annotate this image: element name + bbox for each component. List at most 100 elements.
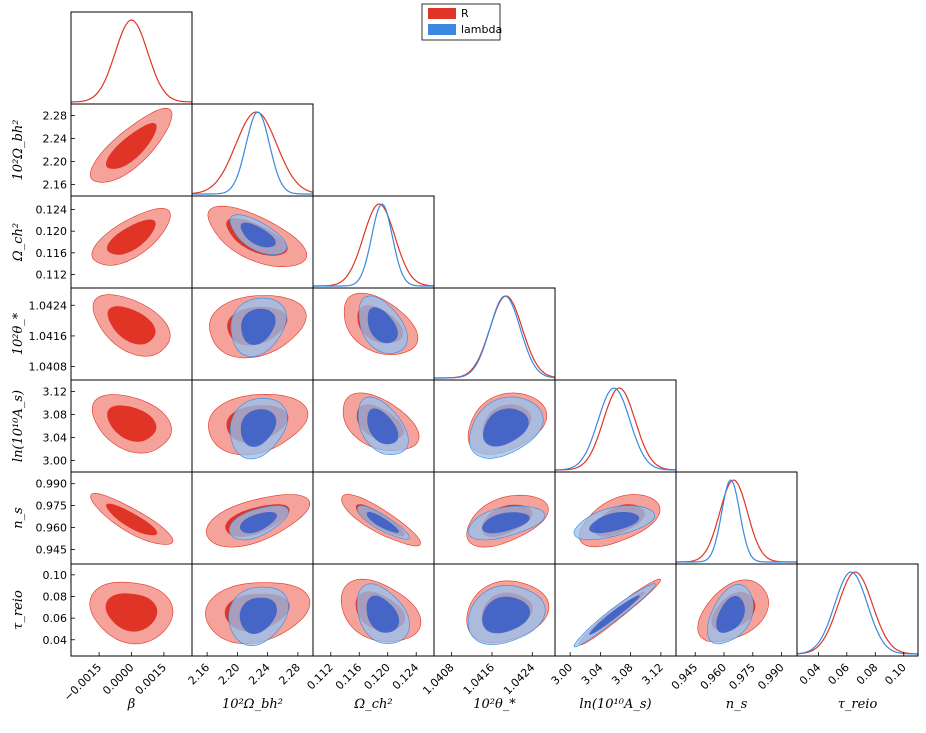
contour-68-R-beta-logA xyxy=(107,405,157,442)
y-tick-label-ns: 0.975 xyxy=(36,500,68,513)
panel-1d-theta xyxy=(433,287,556,381)
y-tick-label-omegabh2: 2.28 xyxy=(43,110,68,123)
contour-68-lambda-omegabh2-ns xyxy=(240,512,277,534)
pdf-line-lambda-theta xyxy=(434,295,556,379)
y-tick-label-tau: 0.06 xyxy=(43,612,68,625)
contour-68-lambda-theta-tau xyxy=(482,596,530,634)
x-tick-label-omegach2: 0.116 xyxy=(333,661,364,692)
contour-68-lambda-omegach2-logA xyxy=(367,408,399,445)
y-axis-label-omegabh2: 10²Ω_bh² xyxy=(11,120,26,181)
x-tick-label-ns: 0.975 xyxy=(726,661,757,692)
panel-beta-omegabh2 xyxy=(70,103,193,197)
contour-68-lambda-omegach2-ns xyxy=(366,511,399,533)
contour-68-lambda-omegach2-theta xyxy=(367,307,398,344)
x-axis-label-ns: n_s xyxy=(726,697,748,712)
x-tick-label-beta: 0.0015 xyxy=(133,661,169,697)
panel-frame xyxy=(433,287,556,381)
contour-68-R-beta-omegabh2 xyxy=(105,123,157,169)
panel-beta-ns xyxy=(70,471,193,565)
panel-frame xyxy=(312,195,435,289)
x-axis-label-tau: τ_reio xyxy=(838,697,878,712)
panel-omegabh2-ns xyxy=(191,471,314,565)
pdf-line-lambda-logA xyxy=(555,387,677,471)
pdf-line-R-logA xyxy=(555,387,677,471)
x-axis-label-omegabh2: 10²Ω_bh² xyxy=(222,697,283,712)
contour-68-R-beta-omegach2 xyxy=(106,219,156,255)
x-tick-label-omegabh2: 2.16 xyxy=(186,661,213,688)
y-tick-label-tau: 0.10 xyxy=(43,569,68,582)
y-tick-label-omegach2: 0.112 xyxy=(36,268,68,281)
panel-frame xyxy=(554,379,677,473)
y-tick-label-ns: 0.990 xyxy=(36,478,68,491)
y-tick-label-ns: 0.960 xyxy=(36,521,68,534)
y-axis-label-tau: τ_reio xyxy=(11,590,26,630)
pdf-line-R-omegach2 xyxy=(313,203,435,287)
x-tick-label-omegach2: 0.124 xyxy=(390,661,421,692)
y-tick-label-omegach2: 0.116 xyxy=(36,247,68,260)
y-tick-label-logA: 3.04 xyxy=(43,432,68,445)
pdf-line-lambda-omegach2 xyxy=(313,203,434,287)
panel-theta-tau xyxy=(433,563,556,657)
contour-68-lambda-logA-ns xyxy=(589,512,640,534)
y-tick-label-theta: 1.0416 xyxy=(29,330,68,343)
pdf-line-R-beta xyxy=(71,19,192,103)
y-tick-label-theta: 1.0408 xyxy=(29,361,68,374)
pdf-line-lambda-ns xyxy=(676,479,797,563)
panel-1d-omegabh2 xyxy=(191,103,314,197)
contour-68-lambda-ns-tau xyxy=(716,596,745,633)
pdf-line-R-omegabh2 xyxy=(191,111,314,194)
panel-frame xyxy=(70,11,193,105)
panel-logA-ns xyxy=(554,471,677,565)
contour-68-lambda-omegabh2-logA xyxy=(240,409,277,447)
x-tick-label-theta: 1.0424 xyxy=(501,661,537,697)
y-tick-label-omegabh2: 2.16 xyxy=(43,179,68,192)
x-tick-label-tau: 0.10 xyxy=(882,661,909,688)
x-tick-label-beta: 0.0000 xyxy=(100,661,136,697)
panel-1d-logA xyxy=(554,379,677,473)
y-tick-label-omegabh2: 2.20 xyxy=(43,156,68,169)
x-tick-label-logA: 3.00 xyxy=(549,661,576,688)
contour-68-lambda-theta-logA xyxy=(483,408,529,447)
x-tick-label-logA: 3.12 xyxy=(639,661,666,688)
y-tick-label-ns: 0.945 xyxy=(36,543,68,556)
panel-theta-ns xyxy=(433,471,556,565)
legend-label-lambda: lambda xyxy=(461,23,502,36)
x-axis-label-beta: β xyxy=(127,697,136,712)
panel-logA-tau xyxy=(554,563,677,657)
y-tick-label-theta: 1.0424 xyxy=(29,299,68,312)
panel-frame xyxy=(191,103,314,197)
contour-68-R-beta-theta xyxy=(107,306,156,345)
y-axis-label-omegach2: Ω_ch² xyxy=(11,223,26,262)
panel-omegach2-theta xyxy=(312,287,435,381)
pdf-line-lambda-omegabh2 xyxy=(192,111,313,195)
panel-omegabh2-tau xyxy=(191,563,314,657)
pdf-line-R-ns xyxy=(676,479,797,563)
contour-68-lambda-logA-tau xyxy=(589,595,640,635)
panel-beta-theta xyxy=(70,287,193,381)
panel-theta-logA xyxy=(433,379,556,473)
panel-frame xyxy=(675,471,798,565)
x-tick-label-logA: 3.08 xyxy=(609,661,636,688)
panel-beta-logA xyxy=(70,379,193,473)
y-tick-label-logA: 3.08 xyxy=(43,409,68,422)
legend: R lambda xyxy=(421,3,502,41)
panel-1d-omegach2 xyxy=(312,195,435,289)
y-axis-label-ns: n_s xyxy=(11,507,26,529)
x-axis-label-logA: ln(10¹⁰A_s) xyxy=(579,697,651,712)
contour-68-lambda-omegabh2-tau xyxy=(239,597,277,634)
y-axis-label-theta: 10²θ_* xyxy=(11,312,26,355)
panel-omegach2-logA xyxy=(312,379,435,473)
panel-omegach2-ns xyxy=(312,471,435,565)
panel-1d-beta xyxy=(70,11,193,105)
panel-omegabh2-theta xyxy=(191,287,314,381)
y-tick-label-tau: 0.08 xyxy=(43,590,68,603)
x-tick-label-ns: 0.960 xyxy=(698,661,729,692)
x-tick-label-omegach2: 0.112 xyxy=(304,661,335,692)
pdf-line-lambda-tau xyxy=(796,571,918,655)
x-tick-label-tau: 0.04 xyxy=(797,661,824,688)
panel-frame xyxy=(796,563,919,657)
contour-68-R-beta-tau xyxy=(105,593,158,632)
x-tick-label-omegabh2: 2.28 xyxy=(276,661,303,688)
